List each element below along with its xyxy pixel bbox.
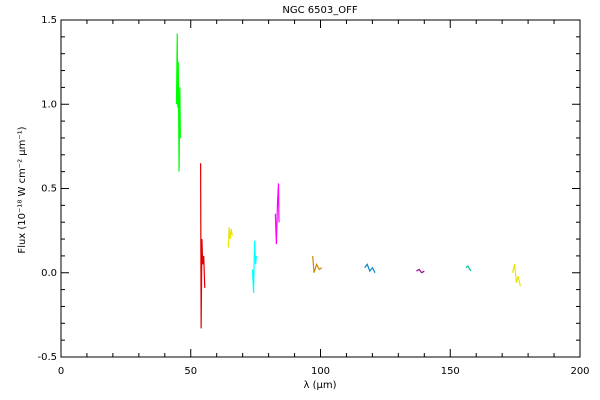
spectrum-line (312, 255, 323, 273)
spectrum-line (274, 183, 280, 245)
y-tick-label: 0.0 (41, 268, 57, 279)
spectrum-line (511, 264, 521, 287)
x-tick-label: 200 (570, 366, 589, 377)
spectrum-line (251, 240, 258, 293)
spectrum-line (465, 265, 472, 272)
y-tick-label: -0.5 (37, 352, 57, 363)
x-tick-label: 50 (184, 366, 197, 377)
x-tick-label: 100 (311, 366, 330, 377)
x-axis-label: λ (μm) (303, 380, 336, 391)
chart-title: NGC 6503_OFF (282, 5, 357, 16)
spectrum-line (364, 263, 376, 274)
spectrum-line (227, 227, 233, 248)
y-tick-label: 1.5 (41, 15, 57, 26)
plot-frame (60, 19, 581, 358)
spectrum-line (175, 33, 181, 172)
y-axis-label: Flux (10⁻¹⁸ W cm⁻² μm⁻¹) (17, 126, 28, 253)
spectrum-line (416, 268, 425, 274)
y-tick-label: 0.5 (41, 184, 57, 195)
x-tick-label: 150 (441, 366, 460, 377)
spectrum-line (200, 163, 206, 329)
x-tick-label: 0 (58, 366, 64, 377)
y-tick-label: 1.0 (41, 99, 57, 110)
